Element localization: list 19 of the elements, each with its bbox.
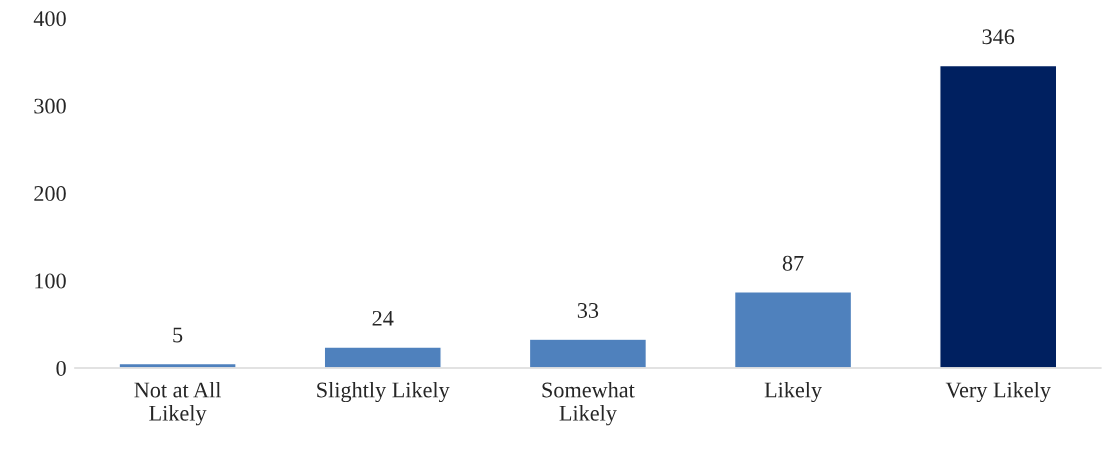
data-label: 5 bbox=[173, 327, 183, 343]
y-tick-label: 300 bbox=[34, 98, 66, 114]
x-tick-label: Somewhat Likely bbox=[542, 381, 635, 426]
bar bbox=[323, 346, 442, 368]
y-tick-label: 0 bbox=[56, 360, 66, 376]
data-label: 33 bbox=[577, 303, 599, 318]
x-tick-label: Slightly Likely bbox=[317, 381, 450, 403]
y-tick-label: 100 bbox=[35, 273, 66, 289]
x-tick-label: Not at All Likely bbox=[134, 381, 221, 426]
data-label: 87 bbox=[782, 255, 804, 271]
bar bbox=[733, 291, 853, 368]
x-tick-label: Likely bbox=[764, 381, 822, 403]
data-label: 346 bbox=[982, 29, 1015, 45]
bar bbox=[939, 64, 1058, 368]
bar bbox=[528, 338, 648, 368]
x-tick-label: Very Likely bbox=[945, 381, 1051, 403]
y-tick-label: 400 bbox=[33, 11, 66, 27]
y-tick-label: 200 bbox=[34, 186, 66, 202]
data-label: 24 bbox=[372, 310, 394, 326]
